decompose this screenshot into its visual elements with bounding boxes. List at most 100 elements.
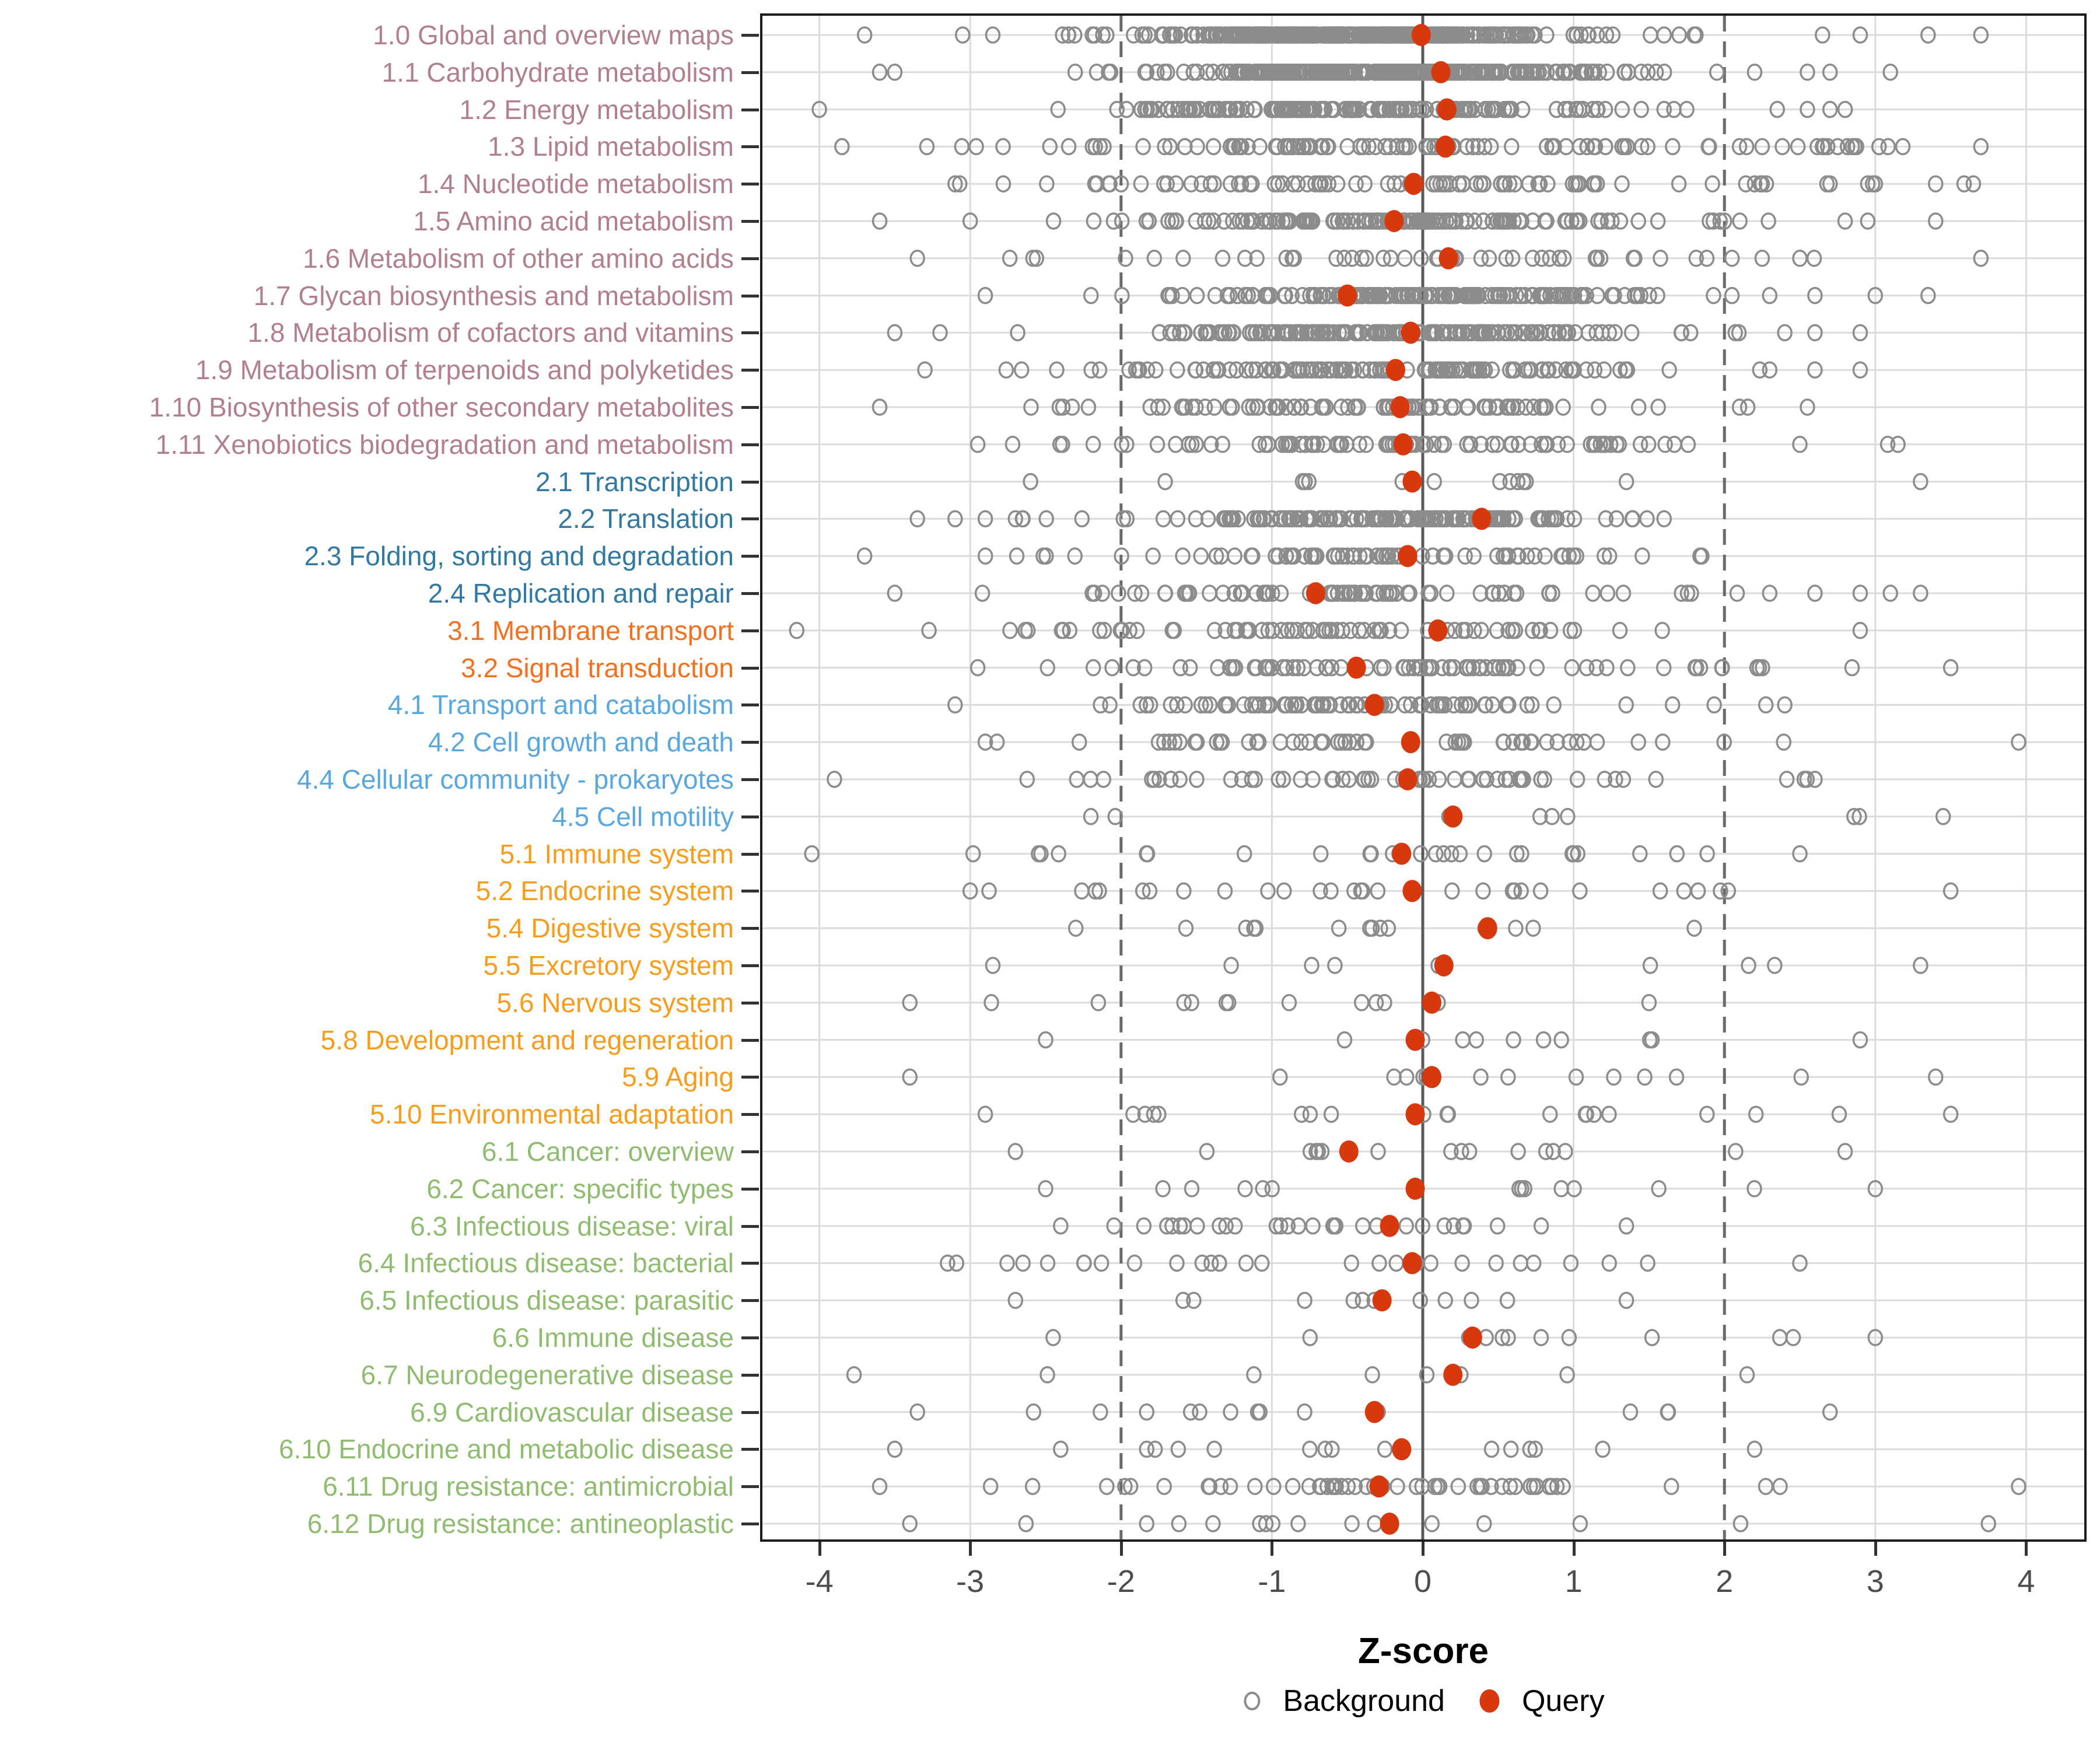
background-point [1867,286,1884,304]
background-point [1444,26,1460,44]
query-point [1428,619,1448,642]
background-point [1354,26,1370,44]
background-point [1281,994,1297,1012]
background-point [1589,733,1605,751]
y-axis-tick-mark [741,1038,759,1042]
background-point [1397,696,1413,714]
background-point [1248,584,1264,602]
background-point [1580,26,1596,44]
background-point [1113,175,1129,192]
background-point [1178,919,1194,937]
background-point [1258,1515,1274,1532]
background-point [1145,547,1161,565]
background-point [1913,957,1929,974]
background-point [1769,100,1785,118]
background-point [1549,733,1565,751]
y-axis-tick-mark [741,1522,759,1525]
query-point [1411,24,1431,46]
background-point [1943,882,1959,900]
background-point [1446,1217,1462,1235]
background-point [1588,659,1605,677]
background-point [1714,659,1730,677]
legend-query-label: Query [1521,1684,1605,1718]
background-point [1172,733,1188,751]
background-point [1489,771,1506,788]
background-point [1149,436,1166,453]
background-point [1347,398,1363,416]
background-point [1009,547,1025,565]
background-point [1508,584,1525,602]
background-point [1551,324,1567,342]
background-point [1164,1217,1180,1235]
background-point [1296,212,1312,230]
background-point [1451,64,1467,81]
background-point [1557,100,1573,118]
background-point [1792,1254,1808,1272]
background-point [1807,324,1823,342]
background-point [1762,361,1778,379]
background-point [1055,398,1071,416]
background-point [1454,696,1469,714]
background-point [1387,175,1402,192]
background-point [1280,324,1296,342]
background-point [947,510,963,528]
background-point [1419,1366,1435,1384]
background-point [1326,212,1342,230]
background-point [1466,547,1482,565]
y-axis-label: 6.2 Cancer: specific types [426,1173,734,1204]
background-point [1535,361,1550,379]
background-point [1454,1143,1469,1160]
background-point [1656,64,1672,81]
background-point [1327,957,1343,974]
background-point [1184,436,1200,453]
background-point [1139,361,1156,379]
background-point [1074,882,1090,900]
background-point [1236,696,1252,714]
background-point [1053,1217,1069,1235]
background-point [1642,957,1658,974]
background-point [1087,26,1102,44]
background-point [1586,1105,1602,1123]
background-point [1142,696,1158,714]
y-axis-tick-mark [741,145,759,149]
background-point [1605,26,1621,44]
background-point [1291,138,1307,156]
background-point [1455,733,1471,751]
background-point [1289,622,1305,639]
background-point [1096,138,1112,156]
background-point [1293,398,1310,416]
background-point [1256,510,1272,528]
background-point [1448,361,1464,379]
background-point [1268,547,1283,565]
background-point [1852,361,1868,379]
background-point [1128,361,1144,379]
background-point [1807,584,1823,602]
background-point [1320,26,1336,44]
background-point [1371,510,1387,528]
background-point [1490,286,1506,304]
background-point [1566,1180,1582,1198]
background-point [1618,696,1634,714]
background-point [1807,771,1823,788]
background-point [954,138,970,156]
background-point [1162,138,1178,156]
background-point [1555,286,1571,304]
legend-item-query: Query [1478,1684,1605,1718]
background-point [1343,361,1360,379]
background-point [1623,324,1640,342]
background-point [1181,584,1198,602]
background-point [1852,622,1868,639]
background-point [1202,175,1219,192]
background-point [1493,510,1509,528]
background-point [1943,1105,1959,1123]
background-point [1544,138,1560,156]
background-point [1471,26,1487,44]
background-point [1160,286,1176,304]
background-point [1085,659,1101,677]
background-point [1163,696,1179,714]
background-point [1412,212,1428,230]
background-point [1562,622,1578,639]
background-point [1294,1105,1310,1123]
y-axis-label: 1.4 Nucleotide metabolism [417,169,734,200]
background-point [1133,584,1150,602]
